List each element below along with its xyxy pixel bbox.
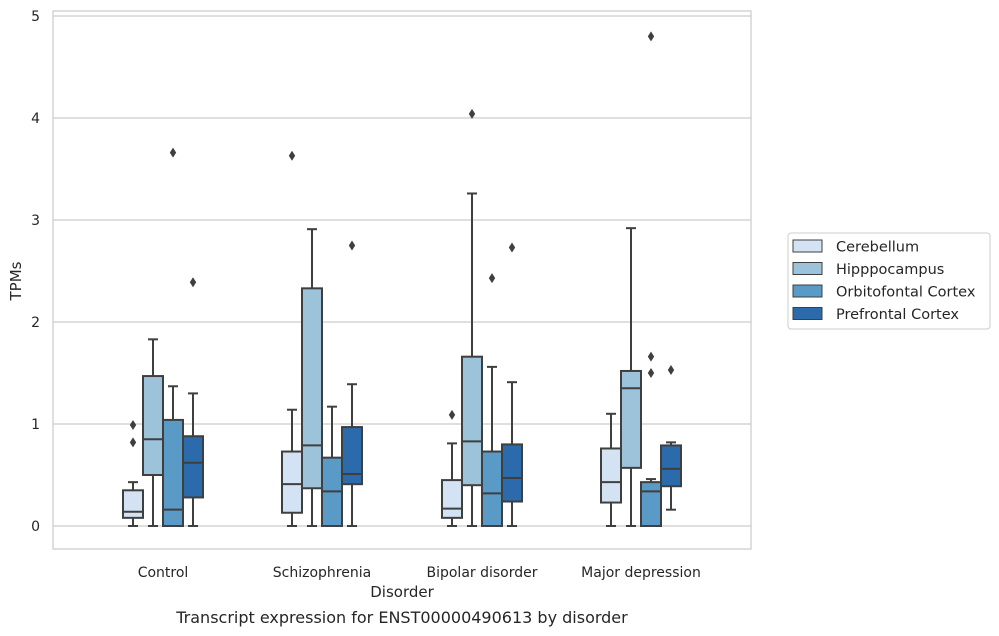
box-body: [660, 444, 682, 488]
box-1-1: [122, 420, 144, 527]
x-tick-label: Control: [138, 565, 189, 581]
box-4-1: [182, 277, 204, 527]
box-body: [341, 426, 363, 486]
box-body: [481, 450, 503, 528]
box-body: [441, 479, 463, 519]
box-body: [301, 287, 323, 490]
y-tick-label: 1: [31, 417, 40, 433]
y-tick-label: 0: [31, 519, 40, 535]
box-1-4: [600, 412, 622, 527]
outlier-marker: [508, 242, 516, 253]
box-body: [600, 447, 622, 504]
x-axis-title: Disorder: [370, 583, 434, 601]
outlier-marker: [129, 420, 137, 431]
legend: Cerebellum Hipppocampus Orbitofontal Corte…: [787, 232, 991, 330]
box-2-1: [142, 338, 164, 527]
box-1-3: [441, 409, 463, 527]
y-tick-label: 2: [31, 315, 40, 331]
outlier-marker: [468, 108, 476, 119]
outlier-marker: [129, 437, 137, 448]
box-2-2: [301, 228, 323, 527]
box-body: [640, 481, 662, 528]
chart-caption: Transcript expression for ENST0000049061…: [175, 608, 628, 627]
box-4-4: [660, 364, 682, 511]
boxes: [122, 31, 682, 528]
x-tick-label: Major depression: [581, 565, 701, 581]
outlier-marker: [169, 147, 177, 158]
legend-frame: [787, 232, 991, 330]
legend-swatch: [792, 262, 823, 275]
legend-label: Hipppocampus: [836, 262, 944, 278]
outlier-marker: [448, 409, 456, 420]
legend-label: Cerebellum: [836, 240, 919, 256]
box-2-4: [620, 227, 642, 527]
legend-swatch: [792, 307, 823, 320]
box-body: [182, 435, 204, 499]
x-tick-label: Schizophrenia: [273, 565, 371, 581]
box-4-2: [341, 240, 363, 527]
y-tick-label: 3: [31, 213, 40, 229]
outlier-marker: [647, 351, 655, 362]
box-1-2: [281, 150, 303, 527]
y-tick-label: 4: [31, 111, 40, 127]
box-3-2: [321, 405, 343, 527]
y-tick-label: 5: [31, 9, 40, 25]
box-body: [281, 450, 303, 514]
legend-swatch: [792, 284, 823, 298]
legend-swatch: [792, 239, 823, 253]
outlier-marker: [647, 368, 655, 378]
box-body: [122, 489, 144, 519]
x-axis-tick-labels: Control Schizophrenia Bipolar disorder Majo…: [138, 565, 701, 581]
box-body: [461, 355, 483, 487]
box-body: [620, 369, 642, 469]
y-axis-tick-labels: 0 1 2 3 4 5: [31, 9, 40, 535]
outlier-marker: [348, 240, 356, 251]
box-body: [501, 443, 523, 503]
outlier-marker: [667, 364, 675, 375]
legend-label: Prefrontal Cortex: [836, 307, 959, 323]
plot-frame: [52, 10, 752, 550]
box-3-1: [162, 147, 184, 528]
outlier-marker: [189, 277, 197, 288]
box-3-3: [481, 273, 503, 528]
outlier-marker: [488, 273, 496, 284]
box-2-3: [461, 108, 483, 527]
x-tick-label: Bipolar disorder: [426, 565, 537, 581]
outlier-marker: [647, 31, 655, 42]
outlier-marker: [288, 150, 296, 161]
box-body: [142, 375, 164, 476]
legend-label: Orbitofontal Cortex: [836, 285, 976, 301]
box-3-4: [640, 31, 662, 528]
y-axis-title: TPMs: [7, 261, 25, 301]
box-4-3: [501, 242, 523, 527]
